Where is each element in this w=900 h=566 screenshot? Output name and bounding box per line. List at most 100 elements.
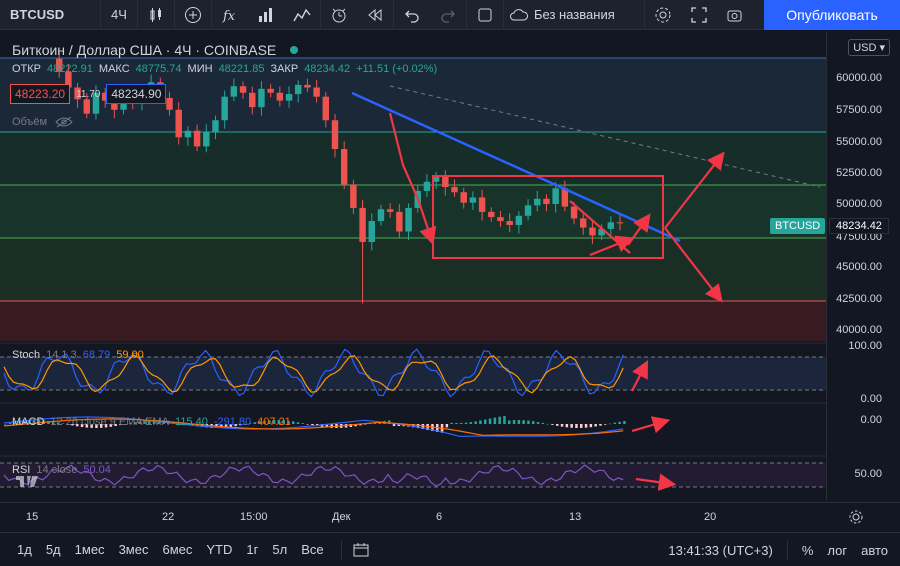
macd-hist-bar [464, 422, 468, 424]
macd-hist-bar [191, 424, 194, 426]
macd-signal-line [3, 418, 624, 436]
candles-icon[interactable] [138, 0, 174, 30]
macd-hist-bar [580, 424, 583, 428]
stoch-legend[interactable]: Stoch 14 1 3 68.79 59.00 [12, 349, 144, 361]
currency-dropdown[interactable]: USD ▾ [848, 39, 890, 56]
stoch-d-line [3, 354, 624, 394]
downtrend-line[interactable] [351, 91, 681, 243]
rsi-params: 14 close [36, 464, 78, 476]
rsi-name: RSI [12, 464, 31, 476]
close-label: ЗАКР [270, 63, 299, 75]
eye-hidden-icon[interactable] [55, 116, 73, 128]
chart-legend-title[interactable]: Биткоин / Доллар США · 4Ч · COINBASE [12, 42, 299, 58]
settings-icon[interactable] [645, 0, 681, 30]
macd-hist-bar [268, 420, 271, 424]
macd-tick: 0.00 [860, 414, 882, 426]
macd-hist-bar [66, 424, 69, 425]
add-icon[interactable] [175, 0, 211, 30]
macd-hist-bar [560, 424, 564, 427]
macd-hist-bar [623, 421, 626, 424]
range-1y-button[interactable]: 1г [246, 542, 259, 557]
publish-button[interactable]: Опубликовать [764, 0, 900, 30]
macd-hist-bar [133, 422, 137, 424]
time-axis[interactable]: 15 22 15:00 Дек 6 13 20 [0, 502, 900, 532]
range-3m-button[interactable]: 3мес [118, 542, 149, 557]
range-1d-button[interactable]: 1д [17, 542, 32, 557]
replay-icon[interactable] [357, 0, 393, 30]
range-1m-button[interactable]: 1мес [74, 542, 105, 557]
macd-hist-bar [114, 424, 117, 427]
range-5d-button[interactable]: 5д [45, 542, 61, 557]
macd-hist-bar [546, 423, 549, 425]
macd-hist-bar [244, 424, 247, 425]
go-to-date-icon[interactable] [352, 542, 370, 558]
macd-hist-bar [589, 424, 593, 428]
range-ytd-button[interactable]: YTD [206, 542, 233, 557]
volume-legend[interactable]: Объём [12, 116, 73, 128]
undo-icon[interactable] [394, 0, 430, 30]
macd-hist-bar [532, 421, 535, 424]
stoch-tick: 0.00 [860, 393, 882, 405]
compare-icon[interactable] [248, 0, 284, 30]
macd-hist-bar [296, 422, 300, 424]
macd-hist-bar [575, 424, 578, 428]
macd-hist-bar [13, 422, 17, 424]
macd-hist-bar [412, 424, 415, 428]
log-scale-button[interactable]: лог [827, 542, 848, 558]
macd-hist-bar [301, 423, 305, 424]
macd-hist-bar [229, 424, 233, 427]
stoch-k-value: 68.79 [82, 349, 111, 361]
buy-button[interactable]: 48234.90 [106, 84, 167, 104]
range-5y-button[interactable]: 5л [272, 542, 288, 557]
macd-hist-bar [272, 420, 276, 424]
scale-settings-icon[interactable] [848, 509, 864, 525]
candle-body [230, 86, 238, 97]
macd-hist-bar [61, 423, 65, 424]
interval-button[interactable]: 4Ч [111, 7, 127, 22]
toolbar-divider [211, 0, 212, 30]
low-label: МИН [187, 63, 213, 75]
layout-name-button[interactable]: Без названия [504, 0, 644, 30]
price-tick: 42500.00 [836, 293, 882, 305]
macd-hist-bar [479, 420, 482, 424]
price-axis[interactable]: USD ▾ 60000.00 57500.00 55000.00 52500.0… [826, 31, 900, 501]
top-toolbar: BTCUSD 4Ч fx Без названия [0, 0, 900, 30]
macd-legend[interactable]: MACD 12 26 close 9 EMA EMA 115.40 -291.8… [12, 416, 291, 428]
bottom-divider [786, 540, 788, 560]
rectangle-icon[interactable] [467, 0, 503, 30]
macd-hist-bar [364, 424, 367, 425]
macd-hist-bar [124, 424, 127, 425]
rsi-legend[interactable]: RSI 14 close 50.04 [12, 464, 111, 476]
candle-body [111, 100, 118, 110]
macd-hist-bar [565, 424, 569, 428]
auto-scale-button[interactable]: авто [861, 542, 888, 558]
macd-hist-bar [421, 424, 425, 430]
percent-scale-button[interactable]: % [801, 542, 814, 558]
price-tick: 40000.00 [836, 324, 882, 336]
macd-hist-bar [152, 420, 156, 424]
time-tick: 15 [26, 511, 39, 523]
bottom-right-controls: 13:41:33 (UTC+3) % лог авто [668, 533, 900, 566]
alert-icon[interactable] [321, 0, 357, 30]
sell-button[interactable]: 48223.20 [10, 84, 71, 104]
candle-body [515, 215, 523, 225]
redo-icon[interactable] [430, 0, 466, 30]
indicators-icon[interactable] [284, 0, 320, 30]
consolidation-box[interactable] [432, 175, 664, 259]
symbol-search-button[interactable]: BTCUSD [10, 7, 65, 22]
macd-hist-bar [37, 420, 41, 424]
fullscreen-icon[interactable] [681, 0, 717, 30]
time-tick: 20 [704, 511, 717, 523]
stoch-tick: 100.00 [848, 340, 882, 352]
macd-hist-bar [618, 421, 621, 424]
range-6m-button[interactable]: 6мес [162, 542, 193, 557]
toolbar-divider [466, 0, 467, 30]
rsi-line [3, 464, 624, 487]
chart-pane[interactable]: Биткоин / Доллар США · 4Ч · COINBASE ОТК… [0, 31, 826, 501]
clock-timezone[interactable]: 13:41:33 (UTC+3) [668, 542, 773, 558]
range-all-button[interactable]: Все [301, 542, 324, 557]
screenshot-icon[interactable] [717, 0, 753, 30]
fx-icon[interactable]: fx [212, 0, 248, 30]
macd-hist-bar [517, 420, 521, 424]
dashed-trend-line[interactable] [389, 85, 821, 188]
